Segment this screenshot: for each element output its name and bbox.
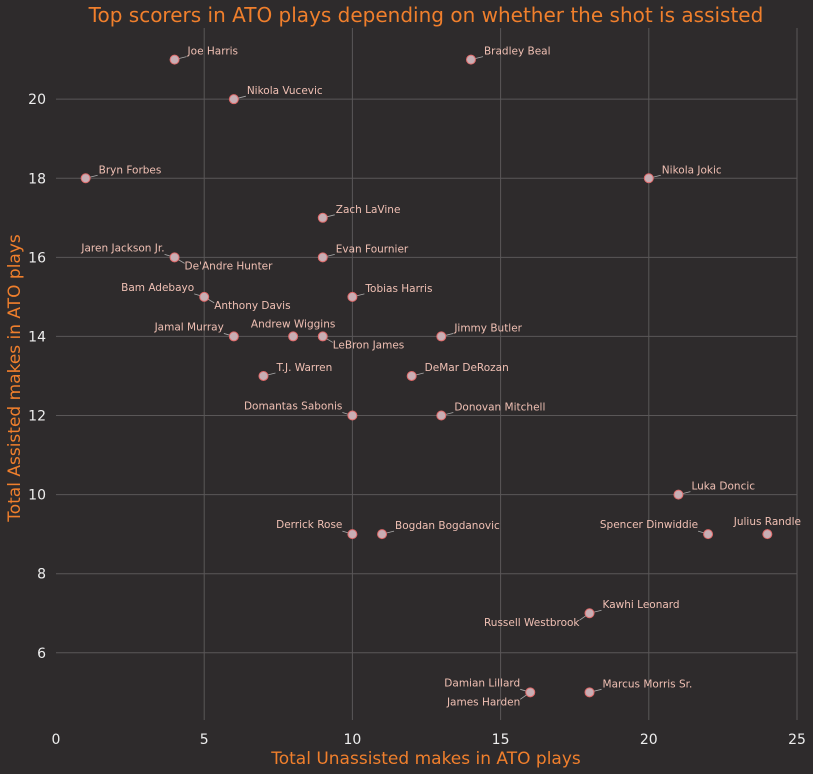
data-point [347,410,358,421]
data-point [347,291,358,302]
point-label: Zach LaVine [336,204,401,216]
y-tick-label: 16 [28,250,46,266]
data-point [703,529,714,540]
x-tick-label: 5 [200,732,209,748]
y-tick-label: 18 [28,171,46,187]
point-label: LeBron James [333,339,405,351]
y-tick-label: 20 [28,92,46,108]
point-label: Evan Fournier [336,243,409,255]
point-label: T.J. Warren [275,362,332,374]
data-point [228,331,239,342]
data-point [169,54,180,65]
point-label: De'Andre Hunter [185,260,274,272]
data-point [258,370,269,381]
point-label: Jamal Murray [154,321,224,333]
y-tick-label: 14 [28,329,46,345]
y-tick-labels: 6 8 10 12 14 16 18 20 [28,92,46,662]
y-axis-label: Total Assisted makes in ATO plays [5,234,25,523]
point-label: Nikola Vucevic [247,85,323,97]
point-label: Derrick Rose [276,519,342,531]
point-label: Bogdan Bogdanovic [395,520,500,532]
data-point [673,489,684,500]
point-label: Damian Lillard [444,677,520,689]
point-label: Bryn Forbes [99,164,162,176]
x-axis-label: Total Unassisted makes in ATO plays [270,749,581,769]
data-point [436,331,447,342]
point-label: Kawhi Leonard [603,599,680,611]
x-tick-label: 20 [640,732,658,748]
point-label: Bradley Beal [484,46,551,58]
x-tick-label: 25 [788,732,806,748]
grid [56,28,798,720]
x-tick-label: 0 [52,732,61,748]
point-label: Julius Randle [733,516,801,528]
y-tick-label: 12 [28,409,46,425]
data-point [762,529,773,540]
point-label: Domantas Sabonis [244,401,342,413]
point-label: Luka Doncic [691,481,755,493]
point-label: Donovan Mitchell [454,402,545,414]
point-label: Andrew Wiggins [251,318,335,330]
data-point [584,608,595,619]
point-label: Jaren Jackson Jr. [80,242,164,254]
point-labels: Joe Harris Bradley Beal Nikola Vucevic Bryn… [80,46,801,709]
data-point [199,291,210,302]
data-point [228,94,239,105]
point-label: Anthony Davis [214,300,290,312]
point-label: James Harden [446,696,520,708]
data-point [317,252,328,263]
point-label: Jimmy Butler [453,322,522,334]
point-label: Russell Westbrook [484,617,580,629]
data-point [317,331,328,342]
point-label: Bam Adebayo [121,282,194,294]
x-tick-labels: 0 5 10 15 20 25 [52,732,806,748]
data-point [317,212,328,223]
data-point [347,529,358,540]
point-label: Joe Harris [187,46,239,58]
data-point [377,529,388,540]
x-tick-label: 10 [343,732,361,748]
data-point [643,173,654,184]
data-point [584,687,595,698]
chart-title: Top scorers in ATO plays depending on wh… [88,3,764,27]
y-tick-label: 6 [37,646,46,662]
point-label: Nikola Jokic [662,164,722,176]
point-label: Marcus Morris Sr. [603,678,693,690]
point-label: Spencer Dinwiddie [600,519,698,531]
data-point [465,54,476,65]
data-point [80,173,91,184]
data-point [436,410,447,421]
data-point [169,252,180,263]
y-tick-label: 8 [37,567,46,583]
data-point [288,331,299,342]
data-point [406,370,417,381]
data-point [525,687,536,698]
data-points [80,54,773,698]
point-label: Tobias Harris [364,283,432,295]
point-label: DeMar DeRozan [425,362,509,374]
y-tick-label: 10 [28,488,46,504]
x-tick-label: 15 [492,732,510,748]
